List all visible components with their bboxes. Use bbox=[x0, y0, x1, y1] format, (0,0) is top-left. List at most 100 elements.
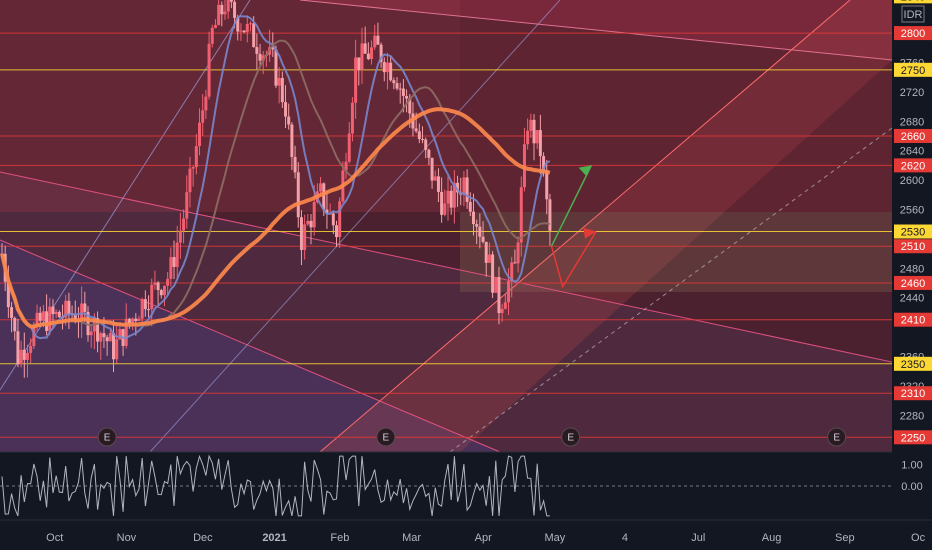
candle-body-33 bbox=[105, 337, 109, 342]
candle-body-51 bbox=[162, 285, 166, 296]
ma-long-line bbox=[0, 107, 551, 329]
price-tick-7: 2600 bbox=[900, 175, 924, 187]
candle-body-58 bbox=[185, 192, 189, 219]
candle-body-18 bbox=[57, 311, 61, 318]
zone-base bbox=[0, 0, 892, 452]
candle-body-67 bbox=[213, 24, 217, 28]
time-tick-7: May bbox=[545, 532, 566, 544]
earnings-marker-label-2: E bbox=[567, 433, 574, 444]
candle-body-97 bbox=[309, 220, 313, 228]
drawn-zones bbox=[0, 0, 893, 453]
candle-body-134 bbox=[427, 149, 431, 158]
candle-body-2 bbox=[6, 281, 10, 308]
candle-body-16 bbox=[51, 306, 55, 315]
green-arrow-line bbox=[550, 165, 593, 247]
candle-body-145 bbox=[462, 177, 466, 195]
candle-body-126 bbox=[401, 88, 405, 96]
candle-body-34 bbox=[108, 333, 112, 342]
candle-body-36 bbox=[115, 339, 119, 360]
candle-body-72 bbox=[229, 0, 233, 2]
price-badge-0 bbox=[894, 0, 932, 4]
zone-diagonal bbox=[320, 0, 892, 452]
candle-body-15 bbox=[48, 306, 52, 331]
channel-line-a bbox=[0, 171, 893, 363]
dashed-projection bbox=[449, 127, 893, 453]
candle-body-43 bbox=[137, 318, 141, 322]
price-axis[interactable]: 2280232023602410244024802560260026402680… bbox=[892, 0, 932, 550]
time-tick-6: Apr bbox=[475, 532, 492, 544]
candle-body-98 bbox=[312, 202, 316, 228]
candle-body-82 bbox=[261, 55, 265, 61]
candle-body-59 bbox=[188, 168, 192, 193]
earnings-marker-label-1: E bbox=[383, 433, 390, 444]
candle-body-132 bbox=[421, 139, 425, 141]
fan-line-a bbox=[319, 0, 851, 453]
candle-body-70 bbox=[223, 11, 227, 15]
price-badge-3 bbox=[894, 128, 932, 143]
candle-body-108 bbox=[344, 161, 348, 171]
earnings-marker-1 bbox=[376, 427, 396, 447]
candle-body-94 bbox=[299, 217, 303, 250]
candle-body-77 bbox=[245, 24, 249, 33]
candle-body-106 bbox=[338, 201, 342, 238]
time-tick-5: Mar bbox=[402, 532, 421, 544]
osc-tick-0: 1.00 bbox=[901, 460, 922, 472]
candle-body-133 bbox=[424, 139, 428, 150]
candle-body-46 bbox=[147, 309, 151, 311]
candle-body-116 bbox=[370, 47, 374, 60]
candle-body-111 bbox=[354, 57, 358, 103]
zone-channel-mid bbox=[0, 172, 892, 452]
candle-body-85 bbox=[271, 47, 275, 50]
price-badge-4 bbox=[894, 158, 932, 173]
candle-body-28 bbox=[89, 331, 93, 336]
price-badge-5 bbox=[894, 224, 932, 239]
osc-tick-1: 0.00 bbox=[901, 481, 922, 493]
candle-body-141 bbox=[449, 190, 453, 208]
candle-body-6 bbox=[19, 349, 23, 365]
candle-body-37 bbox=[118, 329, 122, 340]
candle-body-122 bbox=[389, 62, 393, 81]
price-badge-label-1: 2800 bbox=[901, 28, 925, 40]
candle-body-163 bbox=[519, 187, 523, 243]
red-arrow-line bbox=[550, 231, 597, 289]
price-level-lines bbox=[0, 32, 892, 438]
time-axis-background bbox=[0, 520, 932, 550]
candle-body-80 bbox=[255, 47, 259, 54]
candle-body-110 bbox=[350, 102, 354, 134]
candle-body-152 bbox=[484, 241, 488, 263]
candle-body-78 bbox=[248, 23, 252, 25]
price-badge-10 bbox=[894, 386, 932, 401]
candle-body-74 bbox=[236, 17, 240, 32]
candle-body-69 bbox=[220, 4, 224, 15]
candle-body-120 bbox=[382, 62, 386, 73]
price-tick-0: 2280 bbox=[900, 410, 924, 422]
candle-body-138 bbox=[440, 191, 444, 215]
candle-body-158 bbox=[503, 302, 507, 309]
candle-body-157 bbox=[500, 308, 504, 314]
price-badge-label-3: 2660 bbox=[901, 131, 925, 143]
candle-body-52 bbox=[166, 278, 170, 286]
candle-body-76 bbox=[242, 30, 246, 33]
price-badge-label-11: 2250 bbox=[901, 432, 925, 444]
candle-body-71 bbox=[226, 0, 230, 12]
candle-body-161 bbox=[513, 262, 517, 264]
candle-body-7 bbox=[22, 349, 26, 360]
price-badge-label-9: 2350 bbox=[901, 359, 925, 371]
candle-body-169 bbox=[538, 130, 542, 157]
candle-body-21 bbox=[67, 300, 71, 314]
candle-body-12 bbox=[38, 312, 42, 321]
earnings-marker-3 bbox=[827, 427, 847, 447]
candle-body-35 bbox=[112, 333, 115, 360]
candle-body-172 bbox=[548, 199, 552, 231]
price-badge-9 bbox=[894, 356, 932, 371]
price-badge-1 bbox=[894, 26, 932, 41]
candle-body-45 bbox=[143, 299, 147, 310]
candle-body-10 bbox=[32, 326, 36, 346]
time-tick-1: Nov bbox=[117, 532, 137, 544]
candle-body-42 bbox=[134, 318, 138, 322]
trend-drawings bbox=[550, 165, 597, 289]
candle-body-9 bbox=[29, 345, 33, 353]
time-axis[interactable]: Oct Nov Dec 2021 Feb Mar Apr May 4 Jul Aug Sep Oc bbox=[0, 519, 932, 550]
